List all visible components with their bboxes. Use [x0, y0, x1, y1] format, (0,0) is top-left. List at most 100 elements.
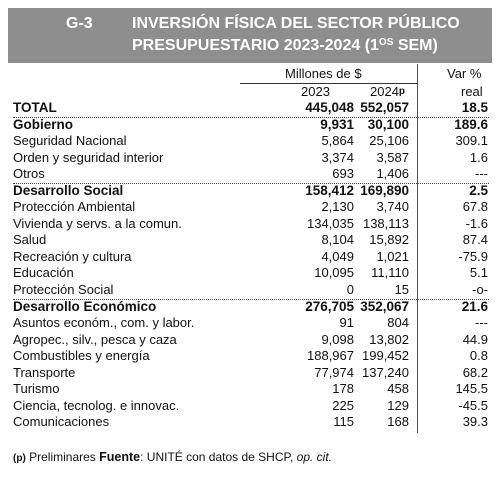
value-var-real: 309.1	[455, 133, 488, 149]
value-2023: 3,374	[321, 149, 354, 165]
table-row: Otros 693 1,406 ---	[13, 166, 489, 183]
value-var-real: 39.3	[462, 414, 488, 430]
row-label: Combustibles y energía	[13, 348, 150, 364]
value-var-real: 21.6	[461, 298, 488, 314]
table-row: Gobierno 9,931 30,100 189.6	[13, 117, 489, 134]
value-2023: 4,049	[321, 248, 354, 264]
row-label: Vivienda y servs. a la comun.	[13, 215, 182, 231]
value-2024: 3,740	[376, 199, 409, 215]
row-label: Asuntos económ., com. y labor.	[13, 315, 195, 331]
title-line-2-main: PRESUPUESTARIO 2023-2024 (1	[132, 37, 379, 54]
table-title-line-2: PRESUPUESTARIO 2023-2024 (1OS SEM)	[132, 37, 438, 55]
value-2023: 134,035	[307, 215, 354, 231]
table-code: G-3	[66, 15, 93, 32]
table-row: TOTAL 445,048 552,057 18.5	[13, 100, 489, 117]
value-var-real: 87.4	[462, 232, 488, 248]
value-2024: 169,890	[360, 182, 409, 198]
table-row: Protección Social 0 15 -o-	[13, 282, 489, 299]
value-2024: 804	[387, 315, 409, 331]
value-var-real: -1.6	[465, 215, 488, 231]
column-header-var: Var %	[447, 66, 482, 81]
value-2023: 9,931	[320, 116, 354, 132]
table-row: Combustibles y energía 188,967 199,452 0.8	[13, 348, 489, 365]
value-var-real: 2.5	[469, 182, 488, 198]
table-row: Transporte 77,974 137,240 68.2	[13, 365, 489, 382]
row-separator	[13, 299, 489, 300]
value-2023: 91	[339, 315, 354, 331]
value-var-real: 18.5	[461, 100, 488, 115]
footnote-mark: (p)	[13, 453, 26, 464]
value-2024: 552,057	[360, 100, 409, 115]
table-title-banner: G-3 INVERSIÓN FÍSICA DEL SECTOR PÚBLICO …	[8, 8, 492, 63]
row-separator	[13, 117, 489, 118]
column-header-real: real	[461, 84, 483, 99]
value-var-real: ---	[475, 166, 488, 182]
value-2023: 158,412	[305, 182, 354, 198]
data-table-body: TOTAL 445,048 552,057 18.5 Gobierno 9,931 30,1…	[13, 100, 489, 431]
row-label: TOTAL	[13, 100, 57, 115]
value-2023: 2,130	[321, 199, 354, 215]
value-2024: 13,802	[369, 331, 409, 347]
value-2023: 188,967	[307, 348, 354, 364]
table-row: Turismo 178 458 145.5	[13, 381, 489, 398]
table-row: Agropec., silv., pesca y caza 9,098 13,802…	[13, 332, 489, 349]
value-var-real: 5.1	[469, 265, 488, 281]
value-var-real: -75.9	[458, 248, 488, 264]
row-label: Comunicaciones	[13, 414, 110, 430]
value-2023: 115	[333, 414, 354, 430]
table-row: Orden y seguridad interior 3,374 3,587 1.6	[13, 150, 489, 167]
value-2023: 8,104	[321, 232, 354, 248]
table-title-line-1: INVERSIÓN FÍSICA DEL SECTOR PÚBLICO	[132, 15, 460, 32]
row-label: Orden y seguridad interior	[13, 149, 164, 165]
preliminary-mark: p	[398, 86, 406, 97]
value-2023: 178	[332, 381, 354, 397]
value-2024: 129	[387, 397, 409, 413]
value-var-real: 189.6	[454, 116, 488, 132]
value-2023: 445,048	[305, 100, 354, 115]
row-label: Seguridad Nacional	[13, 133, 127, 149]
title-line-2-end: SEM)	[393, 37, 438, 54]
value-2024: 15,892	[369, 232, 409, 248]
title-line-2-superscript: OS	[378, 37, 394, 48]
value-2023: 0	[346, 282, 354, 298]
row-label: Desarrollo Social	[13, 182, 124, 198]
value-2024: 1,021	[376, 248, 409, 264]
column-divider	[417, 64, 418, 433]
row-label: Recreación y cultura	[13, 248, 132, 264]
row-label: Salud	[13, 232, 47, 248]
table-row: Vivienda y servs. a la comun. 134,035 138,…	[13, 216, 489, 233]
value-var-real: 44.9	[462, 331, 488, 347]
value-var-real: 68.2	[462, 364, 488, 380]
value-var-real: -o-	[472, 282, 488, 298]
row-label: Agropec., silv., pesca y caza	[13, 331, 177, 347]
value-2024: 352,067	[360, 298, 409, 314]
value-var-real: 0.8	[469, 348, 488, 364]
value-2023: 225	[332, 397, 354, 413]
value-2024: 138,113	[362, 215, 409, 231]
value-var-real: -45.5	[458, 397, 488, 413]
value-2023: 693	[332, 166, 354, 182]
row-label: Desarrollo Económico	[13, 298, 157, 314]
value-var-real: 1.6	[469, 149, 488, 165]
table-row: Educación 10,095 11,110 5.1	[13, 265, 489, 282]
footnote-source-italic: op. cit.	[296, 450, 332, 464]
table-row: Salud 8,104 15,892 87.4	[13, 232, 489, 249]
value-2024: 1,406	[376, 166, 409, 182]
table-footnote: (p) Preliminares Fuente: UNITÉ con datos…	[13, 450, 332, 464]
table-row: Protección Ambiental 2,130 3,740 67.8	[13, 199, 489, 216]
table-row: Ciencia, tecnolog. e innovac. 225 129 -45.5	[13, 398, 489, 415]
table-row: Asuntos económ., com. y labor. 91 804 ---	[13, 315, 489, 332]
column-group-rule	[240, 83, 417, 84]
row-label: Protección Ambiental	[13, 199, 136, 215]
row-separator	[13, 183, 489, 184]
row-label: Transporte	[13, 364, 76, 380]
value-2023: 9,098	[321, 331, 354, 347]
column-header-2024-label: 2024	[370, 84, 399, 99]
value-2024: 30,100	[367, 116, 409, 132]
row-label: Ciencia, tecnolog. e innovac.	[13, 397, 180, 413]
value-2023: 10,095	[314, 265, 354, 281]
value-2024: 168	[387, 414, 409, 430]
value-2024: 3,587	[376, 149, 409, 165]
row-label: Protección Social	[13, 282, 114, 298]
table-row: Seguridad Nacional 5,864 25,106 309.1	[13, 133, 489, 150]
